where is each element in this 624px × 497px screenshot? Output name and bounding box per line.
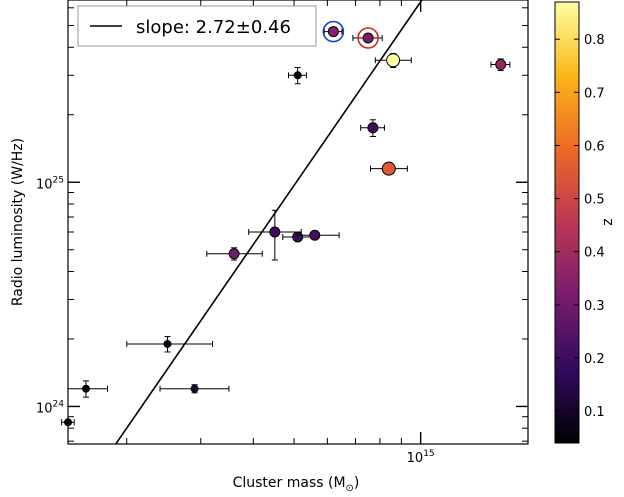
data-point bbox=[322, 20, 345, 43]
point-marker bbox=[190, 384, 199, 393]
data-point bbox=[67, 380, 108, 398]
data-point bbox=[490, 58, 511, 72]
point-marker bbox=[293, 71, 302, 80]
data-point bbox=[370, 161, 408, 176]
highlight-ring bbox=[357, 27, 379, 49]
colorbar: 0.1 0.2 0.3 0.4 0.5 0.6 0.7 0.8 z bbox=[554, 1, 616, 444]
point-marker bbox=[327, 26, 339, 38]
colorbar-tick-label: 0.2 bbox=[584, 352, 605, 367]
colorbar-tick-label: 0.8 bbox=[584, 33, 605, 48]
data-point bbox=[248, 209, 302, 261]
colorbar-ticks: 0.1 0.2 0.3 0.4 0.5 0.6 0.7 0.8 bbox=[555, 33, 605, 420]
colorbar-tick-label: 0.1 bbox=[584, 405, 605, 420]
fit-line bbox=[114, 0, 423, 444]
colorbar-tick-label: 0.5 bbox=[584, 193, 605, 208]
data-point bbox=[288, 66, 307, 85]
data-point bbox=[374, 53, 412, 68]
colorbar-label: z bbox=[600, 218, 616, 225]
point-marker bbox=[309, 229, 321, 241]
point-marker bbox=[495, 59, 507, 71]
point-marker bbox=[362, 32, 374, 44]
y-tick-label: 1024 bbox=[36, 399, 64, 416]
colorbar-tick-label: 0.7 bbox=[584, 86, 605, 101]
y-axis-label: Radio luminosity (W/Hz) bbox=[10, 138, 26, 306]
colorbar-tick-label: 0.4 bbox=[584, 246, 605, 261]
colorbar-gradient bbox=[554, 1, 580, 444]
legend: slope: 2.72±0.46 bbox=[77, 5, 317, 47]
colorbar-tick-label: 0.3 bbox=[584, 299, 605, 314]
plot-frame bbox=[67, 0, 529, 445]
point-marker bbox=[386, 53, 401, 68]
data-point bbox=[206, 247, 263, 261]
data-point bbox=[297, 229, 340, 241]
data-point bbox=[360, 119, 385, 137]
point-marker bbox=[163, 339, 172, 348]
highlight-ring bbox=[322, 20, 345, 43]
legend-label: slope: 2.72±0.46 bbox=[136, 17, 291, 38]
data-points bbox=[61, 20, 511, 427]
point-marker bbox=[381, 161, 396, 176]
point-marker bbox=[81, 384, 90, 393]
plot-background bbox=[68, 0, 528, 444]
point-marker bbox=[367, 122, 379, 134]
axis-ticks: 1015 1024 1025 bbox=[36, 0, 528, 466]
data-point bbox=[159, 384, 230, 394]
point-marker bbox=[228, 248, 240, 260]
data-point bbox=[126, 336, 214, 353]
colorbar-tick-label: 0.6 bbox=[584, 139, 605, 154]
fit-line-layer bbox=[114, 0, 423, 444]
x-tick-label: 1015 bbox=[407, 449, 435, 466]
x-axis-label: Cluster mass (M⊙) bbox=[233, 475, 360, 494]
data-point bbox=[352, 27, 383, 49]
y-tick-label: 1025 bbox=[36, 175, 64, 192]
point-marker bbox=[269, 226, 281, 238]
